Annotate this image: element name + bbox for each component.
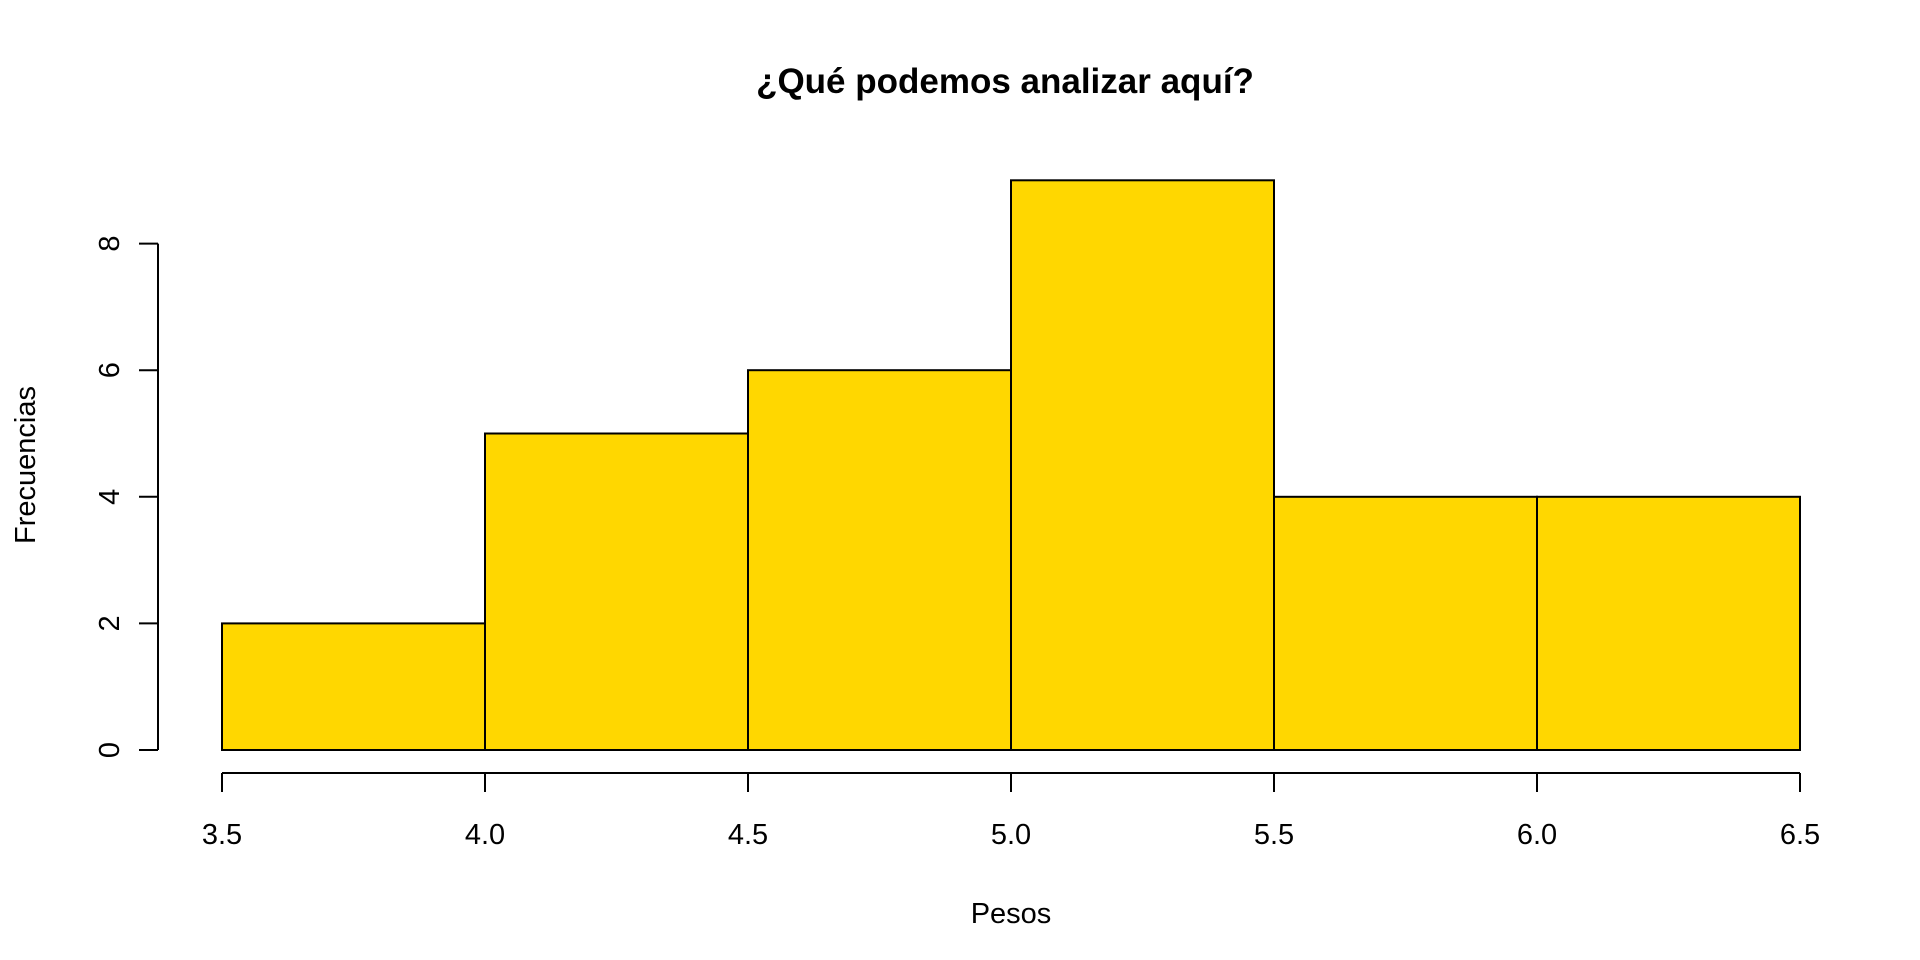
histogram-bar [221,622,486,752]
y-axis-label: Frecuencias [10,386,42,544]
histogram-bar [1273,495,1538,751]
x-axis-label: Pesos [971,898,1052,930]
histogram-bar [1536,495,1801,751]
y-tick-label: 2 [94,615,126,631]
x-tick-label: 6.5 [1780,819,1820,851]
x-tick-label: 3.5 [202,819,242,851]
x-tick-label: 4.0 [465,819,505,851]
x-tick-label: 4.5 [728,819,768,851]
x-axis: 3.5 4.0 4.5 5.0 5.5 6.0 6.5 [202,772,1820,851]
chart-title: ¿Qué podemos analizar aquí? [756,62,1254,101]
bars-group [221,179,1801,752]
y-tick-label: 6 [94,362,126,378]
x-tick-label: 5.5 [1254,819,1294,851]
histogram-bar [484,432,749,751]
y-tick-label: 8 [94,236,126,252]
histogram-bar [747,369,1012,751]
y-axis: 0 2 4 6 8 [94,236,159,758]
x-tick-label: 6.0 [1517,819,1557,851]
y-tick-label: 0 [94,742,126,758]
histogram-bar [1010,179,1275,752]
y-tick-label: 4 [94,489,126,505]
x-tick-label: 5.0 [991,819,1031,851]
